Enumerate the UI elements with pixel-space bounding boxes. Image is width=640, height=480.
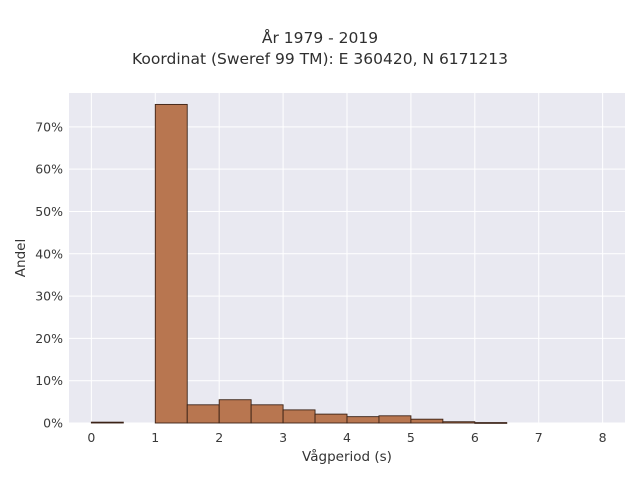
histogram-bar (346, 416, 380, 424)
x-tick-label: 0 (87, 430, 95, 445)
histogram-bar (250, 404, 284, 424)
y-tick-label: 60% (35, 162, 63, 177)
histogram-bar (314, 413, 348, 424)
histogram-bar (442, 421, 476, 424)
x-tick-label: 2 (215, 430, 223, 445)
histogram-bars (90, 103, 508, 424)
x-tick-label: 3 (279, 430, 287, 445)
x-tick-label: 1 (151, 430, 159, 445)
x-tick-label: 6 (471, 430, 479, 445)
y-tick-label: 10% (35, 373, 63, 388)
histogram-bar (186, 404, 220, 424)
chart-subtitle: Koordinat (Sweref 99 TM): E 360420, N 61… (132, 50, 508, 68)
y-tick-label: 30% (35, 289, 63, 304)
x-tick-label: 7 (535, 430, 543, 445)
histogram-bar (90, 421, 124, 424)
histogram-bar (154, 103, 188, 424)
y-tick-label: 20% (35, 331, 63, 346)
x-tick-label: 4 (343, 430, 351, 445)
chart-title: År 1979 - 2019 (261, 29, 379, 47)
y-tick-label: 70% (35, 119, 63, 134)
x-axis-label: Vågperiod (s) (302, 448, 392, 465)
x-tick-label: 8 (599, 430, 607, 445)
histogram-bar (378, 415, 412, 424)
x-tick-label: 5 (407, 430, 415, 445)
x-axis-ticks: 0 1 2 3 4 5 6 7 8 (87, 430, 606, 445)
histogram-bar (474, 422, 508, 424)
y-tick-label: 50% (35, 204, 63, 219)
histogram-bar (282, 409, 316, 424)
y-tick-label: 0% (43, 416, 63, 431)
histogram-bar (218, 399, 252, 424)
histogram-bar (410, 418, 444, 424)
y-axis-label: Andel (13, 239, 29, 277)
y-axis-ticks: 0% 10% 20% 30% 40% 50% 60% 70% (35, 119, 63, 430)
y-tick-label: 40% (35, 246, 63, 261)
